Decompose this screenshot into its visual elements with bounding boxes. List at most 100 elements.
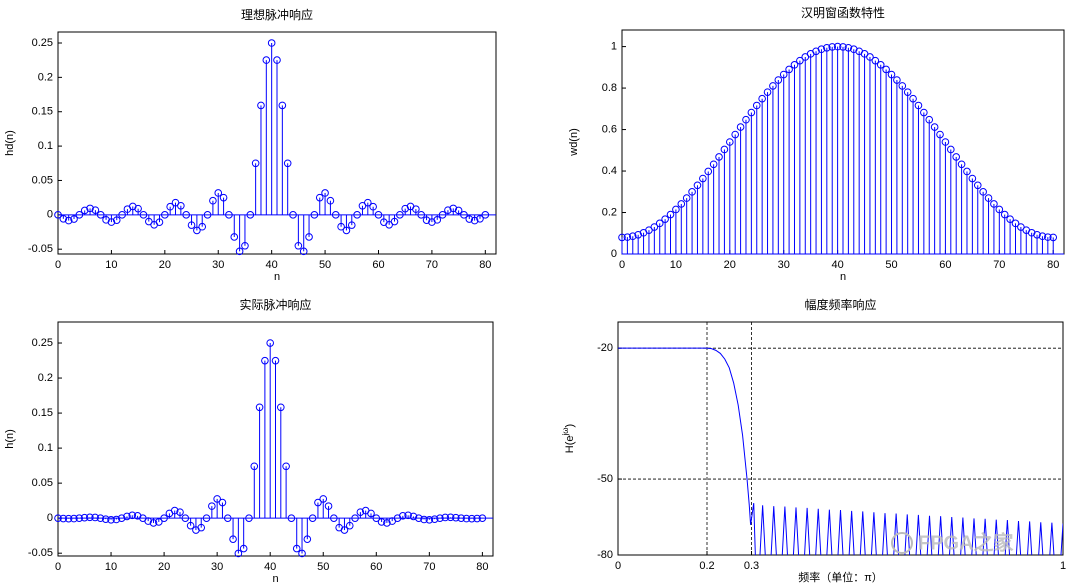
stem-marker [86,513,94,522]
stem-marker [963,167,971,176]
x-tick-label: 40 [831,259,843,271]
stem-marker [305,233,313,241]
x-axis-label: n [274,271,280,283]
x-tick-label: 60 [372,259,384,271]
x-tick-label: 80 [1047,259,1059,271]
y-axis-label: wd(n) [568,128,580,157]
y-axis-label-part: ) [564,424,576,428]
stem-marker [409,512,418,521]
stem-marker [310,211,319,219]
stem-marker [235,247,244,256]
stem-marker [650,223,659,231]
stem-marker [367,509,375,518]
y-tick-label: 0.25 [32,337,53,349]
stem-marker [377,518,386,526]
stem-marker [452,513,460,522]
stem-marker [261,356,269,365]
stem-marker [213,495,221,503]
x-tick-label: 0 [55,259,61,271]
stem-marker [736,123,745,131]
stem-marker [229,535,237,543]
stem-marker [887,70,896,79]
y-tick-label: 0.2 [38,71,53,83]
stem-marker [844,43,853,52]
stem-marker [75,514,84,522]
stem-marker [166,202,174,211]
stem-marker [947,145,955,154]
stem-marker [481,211,490,219]
stem-marker [709,160,718,169]
stem-marker [420,515,428,524]
stem-marker [1033,230,1041,239]
x-tick-label: 1 [1060,560,1066,572]
x-tick-label: 60 [370,561,382,573]
stem-marker [101,515,110,523]
x-tick-label: 80 [476,561,488,573]
watermark-icon [891,532,913,554]
x-axis-label: n [272,573,278,585]
stem-marker [337,222,345,231]
stem-marker [123,512,131,521]
stem-marker [262,56,271,64]
stem-marker [715,153,723,161]
stem-marker [623,233,632,241]
stem-marker [957,160,966,169]
stem-marker [990,200,998,208]
stem-marker [720,145,729,154]
stem-marker [374,211,383,219]
y-tick-label: 0.1 [38,140,53,152]
stem-marker [80,513,89,522]
stem-marker [871,56,880,65]
stem-marker [326,196,335,205]
stem-marker [250,462,259,471]
stem-marker [385,220,393,229]
watermark-text: FPGA之家 [918,530,1015,554]
stem-marker [203,211,212,219]
x-tick-label: 30 [211,561,223,573]
stem-marker [181,514,190,522]
stem-marker [726,138,734,146]
x-tick-label: 0 [619,259,625,271]
x-tick-label: 40 [264,561,276,573]
stem-marker [245,514,253,522]
stem-marker [96,211,105,219]
stem-marker [383,519,391,527]
stem-marker [251,159,260,168]
stem-marker [903,88,912,96]
stem-marker [952,153,960,161]
x-tick-label: 10 [105,561,117,573]
stem-marker [817,45,826,54]
stem-marker [91,513,99,522]
stem-marker [898,82,907,90]
stem-marker [372,514,381,522]
stem-marker [54,211,62,219]
x-tick-label: 0 [615,560,621,572]
stem-marker [752,101,761,110]
stem-marker [91,206,100,214]
stem-marker [462,514,471,523]
stem-marker [914,101,923,110]
stem-marker [693,181,702,190]
stem-marker [54,514,62,522]
stem-marker [161,211,169,219]
stem-marker [688,188,696,196]
stem-marker [287,514,296,522]
stem-marker [112,216,121,224]
stem-marker [731,130,739,139]
stem-marker [417,211,426,219]
stem-marker [704,167,713,176]
stem-marker [1011,219,1020,228]
x-tick-label: 20 [158,561,170,573]
stem-marker [139,211,148,219]
stem-marker [330,514,338,522]
stem-marker [460,211,468,219]
stem-marker [86,204,94,213]
stem-marker [292,544,301,553]
stem-marker [412,205,420,213]
stem-marker [331,211,340,219]
y-tick-label: 0.2 [602,206,617,218]
stem-marker [177,201,185,210]
stem-marker [422,216,431,224]
stem-marker [197,523,206,532]
